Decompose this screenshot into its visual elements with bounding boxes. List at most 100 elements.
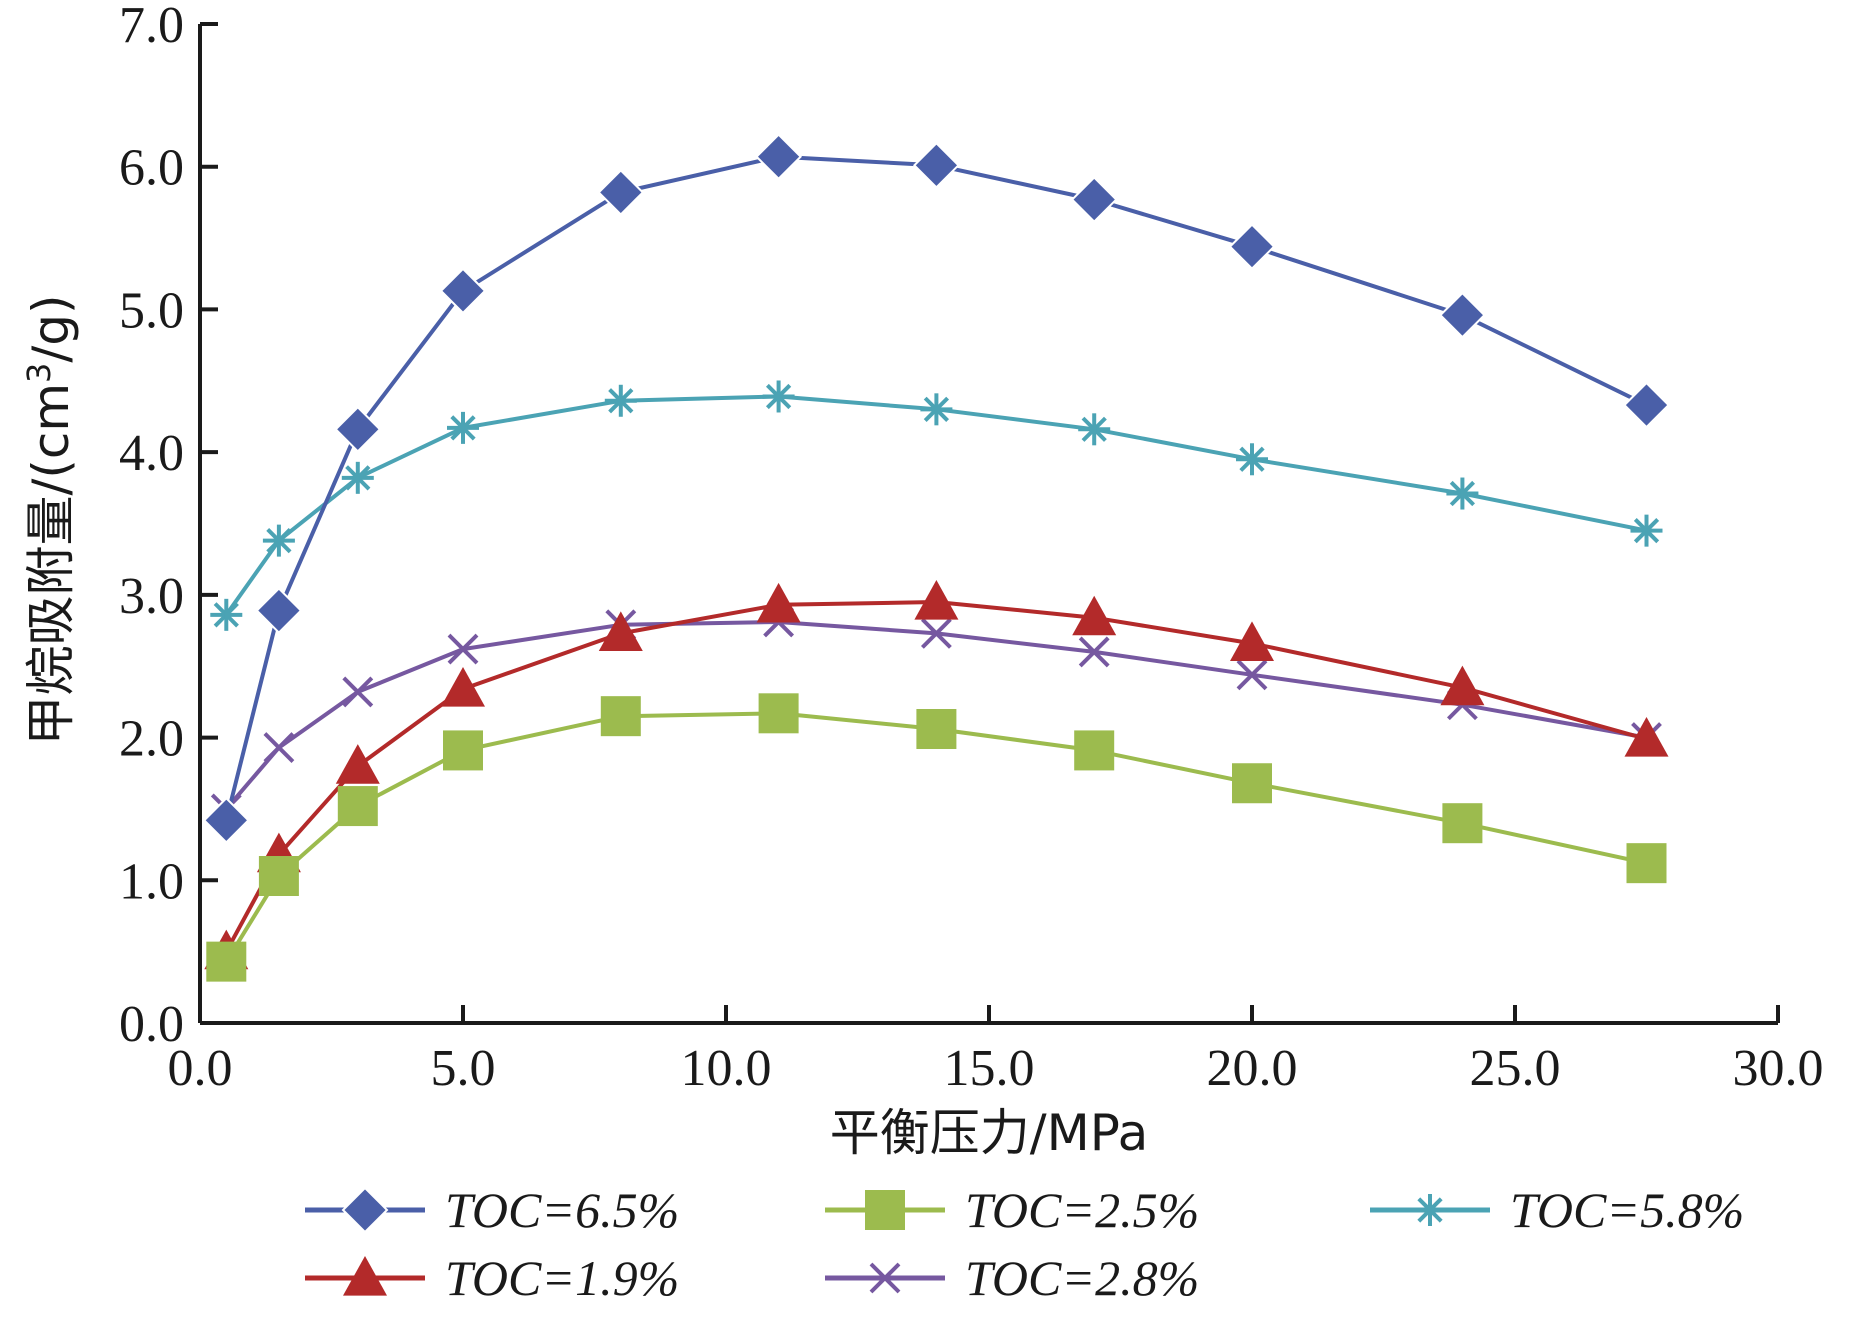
data-point xyxy=(1236,659,1268,691)
diamond-marker-shape xyxy=(334,405,382,453)
data-point xyxy=(1078,636,1110,668)
triangle-marker-shape xyxy=(343,1256,387,1296)
data-point xyxy=(337,786,378,827)
square-marker-shape xyxy=(337,786,378,827)
y-tick-label: 3.0 xyxy=(119,568,184,625)
x-stroke xyxy=(920,617,952,649)
y-axis-title-superscript: 3 xyxy=(20,363,58,383)
data-point xyxy=(441,667,485,707)
data-point xyxy=(1078,413,1111,446)
legend-label: TOC=1.9% xyxy=(445,1250,679,1306)
data-point xyxy=(1630,514,1663,547)
data-point xyxy=(1624,716,1669,757)
data-point xyxy=(756,582,801,623)
diamond-marker-shape xyxy=(1623,381,1670,429)
square-marker-shape xyxy=(758,693,799,734)
x-tick-label: 0.0 xyxy=(168,1040,233,1097)
y-tick-label: 2.0 xyxy=(119,711,184,768)
triangle-marker-shape xyxy=(335,744,380,784)
x-ticks: 0.0 5.0 10.0 15.0 20.0 25.0 30.0 xyxy=(168,1005,1824,1097)
y-tick-label: 4.0 xyxy=(119,425,184,482)
y-tick-label: 7.0 xyxy=(119,0,184,54)
data-point xyxy=(1440,665,1485,706)
data-point xyxy=(758,693,799,734)
data-point xyxy=(1438,291,1486,339)
x-tick-label: 30.0 xyxy=(1733,1040,1824,1097)
square-marker-shape xyxy=(1626,843,1667,884)
data-point xyxy=(210,598,243,631)
diamond-marker-shape xyxy=(755,133,803,181)
data-point xyxy=(1070,176,1118,223)
x-stroke xyxy=(869,1262,901,1294)
data-point xyxy=(447,633,479,665)
series-asterisk xyxy=(210,380,1663,631)
legend-marker xyxy=(1414,1194,1446,1226)
x-stroke xyxy=(1236,659,1268,691)
x-stroke xyxy=(342,676,374,708)
series-line xyxy=(224,600,1648,953)
data-point xyxy=(1230,621,1274,661)
triangle-marker-shape xyxy=(1440,665,1485,706)
legend-label: TOC=6.5% xyxy=(445,1182,679,1238)
legend-item: TOC=1.9% xyxy=(305,1250,679,1306)
square-marker-shape xyxy=(258,856,299,897)
legend-label: TOC=2.8% xyxy=(965,1250,1199,1306)
data-point xyxy=(334,405,382,453)
y-tick-label: 5.0 xyxy=(119,282,184,339)
series-line xyxy=(224,711,1647,963)
triangle-marker-shape xyxy=(1072,595,1117,636)
data-point xyxy=(914,579,959,620)
data-point xyxy=(258,856,299,897)
square-marker-shape xyxy=(600,696,641,737)
y-axis-title-prefix: 甲烷吸附量/(cm xyxy=(22,383,80,746)
legend-item: TOC=6.5% xyxy=(305,1182,679,1238)
triangle-marker-shape xyxy=(1230,621,1274,661)
series-diamond xyxy=(202,133,1670,844)
data-point xyxy=(255,587,303,634)
data-point xyxy=(443,730,483,771)
legend-label: TOC=2.5% xyxy=(965,1182,1199,1238)
data-point xyxy=(341,461,374,494)
data-point xyxy=(206,941,247,982)
x-stroke xyxy=(447,633,479,665)
legend-marker xyxy=(341,1186,389,1234)
data-point xyxy=(335,744,380,784)
x-tick-label: 20.0 xyxy=(1207,1040,1298,1097)
legend-marker xyxy=(343,1256,387,1296)
data-point xyxy=(920,617,952,649)
x-tick-label: 25.0 xyxy=(1470,1040,1561,1097)
legend-item: TOC=2.5% xyxy=(825,1182,1199,1238)
data-point xyxy=(439,267,487,315)
x-tick-label: 15.0 xyxy=(944,1040,1035,1097)
data-point xyxy=(1228,223,1276,271)
data-point xyxy=(1072,595,1117,636)
triangle-marker-shape xyxy=(1624,716,1669,757)
x-axis-title: 平衡压力/MPa xyxy=(830,1104,1149,1162)
diamond-marker-shape xyxy=(439,267,487,315)
square-marker-shape xyxy=(443,730,483,771)
data-point xyxy=(598,611,643,651)
diamond-marker-shape xyxy=(597,168,645,216)
series-square xyxy=(206,693,1667,982)
x-stroke xyxy=(1078,636,1110,668)
axes xyxy=(198,24,1778,1025)
data-point xyxy=(447,411,479,444)
y-tick-label: 6.0 xyxy=(119,140,184,197)
data-point xyxy=(1442,803,1483,844)
legend: TOC=6.5% TOC=2.5% TOC=5.8% TOC=1.9% TOC=2.8% xyxy=(305,1182,1744,1306)
data-point xyxy=(342,676,374,708)
data-point xyxy=(1623,381,1670,429)
y-tick-label: 1.0 xyxy=(119,853,184,910)
data-point xyxy=(262,524,295,557)
data-point xyxy=(912,141,960,189)
legend-marker xyxy=(865,1190,905,1230)
data-point xyxy=(1074,730,1115,771)
series-layer xyxy=(202,133,1670,982)
y-axis-title: 甲烷吸附量/(cm3/g) xyxy=(20,294,80,745)
triangle-marker-shape xyxy=(598,611,643,651)
legend-item: TOC=5.8% xyxy=(1370,1182,1744,1238)
data-point xyxy=(1626,843,1667,884)
data-point xyxy=(600,696,641,737)
square-marker-shape xyxy=(1442,803,1483,844)
